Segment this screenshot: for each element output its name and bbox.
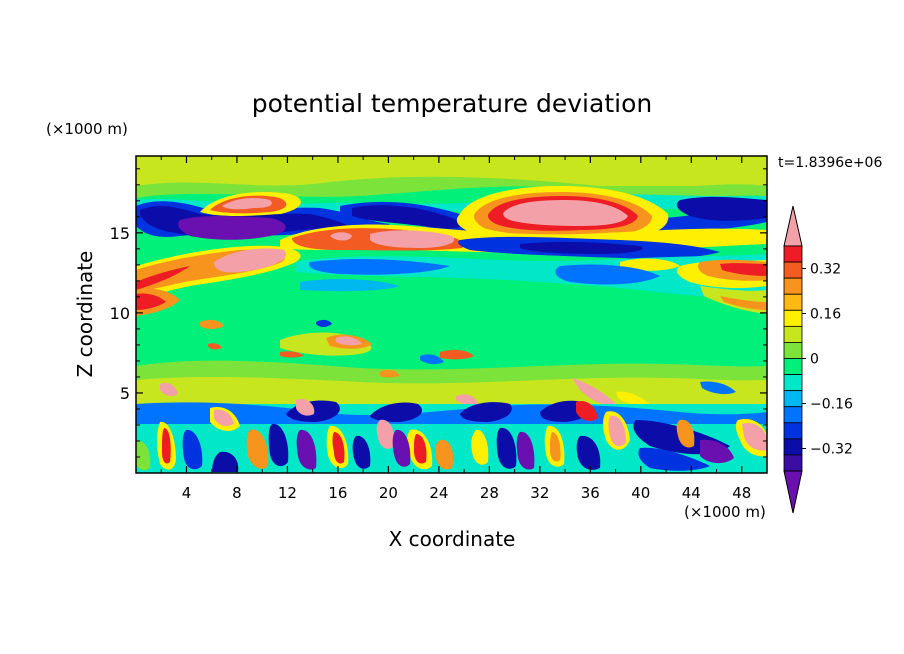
y-tick-label: 15 [110,224,130,243]
x-tick-label: 28 [480,484,499,502]
x-tick-label: 24 [429,484,448,502]
colorbar-segment [783,342,803,359]
x-tick-label: 36 [581,484,600,502]
colorbar-label: 0.32 [810,262,841,278]
colorbar-segment [783,406,803,424]
colorbar-segment [783,454,803,472]
chart-title: potential temperature deviation [252,89,652,118]
y-tick-label: 10 [110,304,130,323]
colorbar: 0.32 0.16 0 −0.16 −0.32 [783,205,853,514]
x-units-label: (×1000 m) [684,503,766,521]
x-tick-label: 32 [530,484,549,502]
x-tick-label: 48 [732,484,751,502]
colorbar-segment [783,438,803,456]
x-axis-title: X coordinate [389,527,516,551]
colorbar-segment [783,374,803,392]
colorbar-label: −0.16 [810,397,853,413]
y-axis: 5 10 15 [110,168,767,458]
colorbar-min-triangle [783,470,803,514]
colorbar-segment [783,293,803,311]
y-axis-title: Z coordinate [73,251,97,378]
colorbar-segment [783,358,803,375]
colorbar-segment [783,261,803,279]
colorbar-segment [783,325,803,343]
x-tick-label: 8 [232,484,242,502]
y-tick-label: 5 [120,384,130,403]
x-tick-label: 20 [379,484,398,502]
colorbar-label: 0.16 [810,307,841,323]
time-label: t=1.8396e+06 [778,155,882,171]
y-units-label: (×1000 m) [46,120,128,138]
colorbar-label: −0.32 [810,442,853,458]
colorbar-max-triangle [783,205,803,247]
x-tick-label: 12 [278,484,297,502]
colorbar-segment [783,277,803,295]
x-tick-label: 16 [328,484,347,502]
x-tick-label: 4 [182,484,192,502]
colorbar-segment [783,309,803,327]
x-axis: 4 8 12 16 20 24 28 32 36 40 44 48 [160,156,751,502]
colorbar-segment [783,422,803,440]
colorbar-segment [783,390,803,408]
contour-field [136,156,767,473]
x-tick-label: 44 [682,484,701,502]
plot-frame [135,155,768,474]
x-tick-label: 40 [631,484,650,502]
colorbar-label: 0 [810,352,819,368]
colorbar-segment [783,245,803,263]
